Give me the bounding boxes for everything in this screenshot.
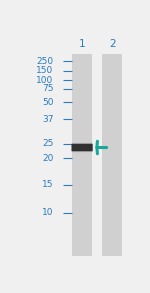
Bar — [72, 54, 92, 256]
Text: 100: 100 — [36, 76, 54, 85]
Text: 10: 10 — [42, 208, 54, 217]
Text: 75: 75 — [42, 84, 54, 93]
FancyBboxPatch shape — [72, 143, 93, 152]
Text: 20: 20 — [42, 154, 54, 163]
FancyBboxPatch shape — [72, 144, 93, 151]
Text: 15: 15 — [42, 180, 54, 189]
Bar — [102, 54, 122, 256]
Text: 150: 150 — [36, 66, 54, 75]
Text: 2: 2 — [109, 39, 116, 49]
Text: 50: 50 — [42, 98, 54, 107]
Text: 250: 250 — [36, 57, 54, 66]
Text: 25: 25 — [42, 139, 54, 148]
FancyBboxPatch shape — [72, 144, 93, 151]
Text: 1: 1 — [79, 39, 85, 49]
Text: 37: 37 — [42, 115, 54, 124]
